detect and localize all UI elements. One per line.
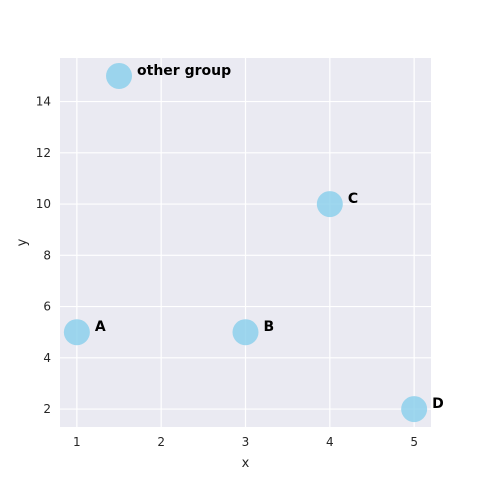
data-point [316, 191, 343, 218]
data-point [401, 396, 428, 423]
point-label: C [348, 191, 358, 207]
x-tick-label: 1 [73, 435, 81, 449]
y-tick-label: 14 [36, 95, 51, 109]
data-point [63, 319, 90, 346]
point-label: A [95, 319, 106, 335]
x-tick-label: 2 [157, 435, 165, 449]
x-tick-label: 5 [410, 435, 418, 449]
data-point [106, 62, 133, 89]
x-axis-label: x [242, 456, 250, 471]
point-label: D [432, 396, 444, 412]
y-tick-label: 4 [43, 351, 51, 365]
point-label: other group [137, 63, 231, 79]
data-point [232, 319, 259, 346]
data-points [63, 62, 428, 423]
point-label: B [264, 319, 275, 335]
grid-lines [60, 58, 431, 427]
y-tick-label: 8 [43, 248, 51, 262]
y-axis-label: y [15, 238, 30, 246]
y-tick-label: 12 [36, 146, 51, 160]
y-tick-label: 6 [43, 300, 51, 314]
x-tick-label: 4 [326, 435, 334, 449]
x-tick-label: 3 [242, 435, 250, 449]
y-tick-label: 10 [36, 197, 51, 211]
y-tick-label: 2 [43, 402, 51, 416]
